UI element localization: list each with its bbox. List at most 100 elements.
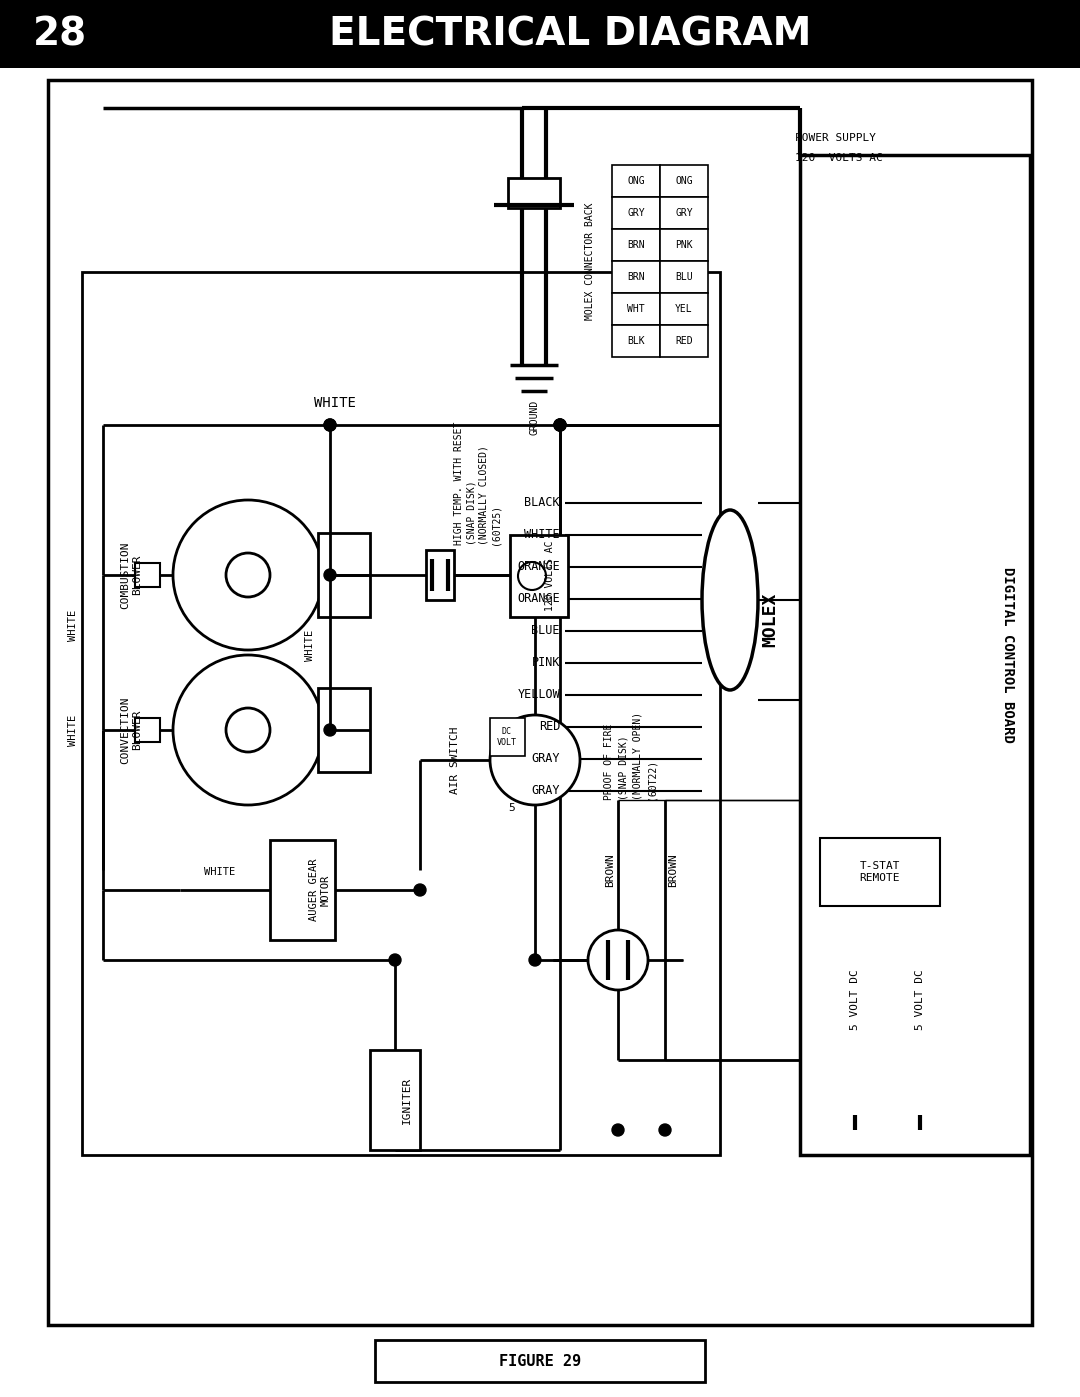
Text: BROWN: BROWN [605, 854, 615, 887]
Text: ORANGE: ORANGE [517, 560, 561, 574]
Text: BLUE: BLUE [531, 624, 561, 637]
Bar [508, 177, 561, 208]
Bar [510, 535, 568, 617]
Text: PROOF OF FIRE: PROOF OF FIRE [604, 724, 615, 800]
Circle shape [588, 930, 648, 990]
Bar [660, 261, 708, 293]
Text: 28: 28 [33, 15, 87, 53]
Text: (SNAP DISK): (SNAP DISK) [465, 481, 476, 545]
Text: WHT: WHT [627, 305, 645, 314]
Bar [660, 293, 708, 326]
Bar [612, 326, 660, 358]
Text: BRN: BRN [627, 272, 645, 282]
Text: WHITE: WHITE [305, 630, 315, 661]
Bar [318, 687, 370, 773]
Circle shape [414, 884, 426, 895]
Text: YEL: YEL [675, 305, 692, 314]
Text: GRAY: GRAY [531, 785, 561, 798]
Text: RED: RED [539, 721, 561, 733]
Text: POWER SUPPLY: POWER SUPPLY [795, 133, 876, 142]
Bar [820, 838, 940, 907]
Text: BROWN: BROWN [669, 854, 678, 887]
Text: WHITE: WHITE [525, 528, 561, 542]
Circle shape [554, 419, 566, 432]
Bar [612, 261, 660, 293]
Text: AIR SWITCH: AIR SWITCH [450, 726, 460, 793]
Bar [318, 534, 370, 617]
Text: 5 VOLT DC: 5 VOLT DC [850, 970, 860, 1031]
Circle shape [324, 419, 336, 432]
Text: BLU: BLU [675, 272, 692, 282]
Text: GRAY: GRAY [531, 753, 561, 766]
Circle shape [529, 954, 541, 965]
Text: ONG: ONG [627, 176, 645, 186]
Text: ONG: ONG [675, 176, 692, 186]
Text: GRY: GRY [627, 208, 645, 218]
Text: WHITE: WHITE [204, 868, 235, 877]
Bar [48, 80, 1032, 1324]
Text: HIGH TEMP. WITH RESET: HIGH TEMP. WITH RESET [454, 422, 464, 545]
Bar [135, 563, 160, 587]
Text: GROUND: GROUND [529, 400, 539, 436]
Circle shape [324, 419, 336, 432]
Bar [612, 165, 660, 197]
Text: PINK: PINK [531, 657, 561, 669]
Text: BLACK: BLACK [525, 496, 561, 510]
Text: (NORMALLY CLOSED): (NORMALLY CLOSED) [478, 446, 488, 545]
Text: COMBUSTION
BLOWER: COMBUSTION BLOWER [120, 541, 141, 609]
Bar [370, 1051, 420, 1150]
Circle shape [554, 419, 566, 432]
Bar [0, 0, 1080, 68]
Bar [82, 272, 720, 1155]
Ellipse shape [702, 510, 758, 690]
Text: GRY: GRY [675, 208, 692, 218]
Circle shape [389, 954, 401, 965]
Text: IGNITER: IGNITER [402, 1076, 411, 1123]
Circle shape [659, 1125, 671, 1136]
Text: (60T25): (60T25) [490, 504, 500, 545]
Text: MOLEX CONNECTOR BACK: MOLEX CONNECTOR BACK [585, 203, 595, 320]
Circle shape [173, 500, 323, 650]
Bar [490, 718, 525, 756]
Bar [270, 840, 335, 940]
Text: WHITE: WHITE [68, 609, 78, 641]
Bar [660, 229, 708, 261]
Text: DC
VOLT: DC VOLT [497, 728, 517, 747]
Text: AUGER GEAR
MOTOR: AUGER GEAR MOTOR [309, 859, 330, 921]
Text: WHITE: WHITE [314, 395, 356, 409]
Circle shape [226, 553, 270, 597]
Text: FIGURE 29: FIGURE 29 [499, 1354, 581, 1369]
Bar [660, 197, 708, 229]
Text: (SNAP DISK): (SNAP DISK) [618, 735, 627, 800]
Text: YELLOW: YELLOW [517, 689, 561, 701]
Text: WHITE: WHITE [68, 714, 78, 746]
Circle shape [324, 569, 336, 581]
Bar [426, 550, 454, 599]
Text: CONVECTION
BLOWER: CONVECTION BLOWER [120, 696, 141, 764]
Circle shape [173, 655, 323, 805]
Text: PNK: PNK [675, 240, 692, 250]
Text: ORANGE: ORANGE [517, 592, 561, 605]
Text: 120  VOLTS AC: 120 VOLTS AC [795, 154, 882, 163]
Circle shape [612, 1125, 624, 1136]
Circle shape [554, 419, 566, 432]
Bar [660, 326, 708, 358]
Bar [135, 718, 160, 742]
Text: T-STAT
REMOTE: T-STAT REMOTE [860, 861, 901, 883]
Text: 5: 5 [509, 803, 515, 813]
Bar [612, 229, 660, 261]
Text: 120 VOLTS AC: 120 VOLTS AC [545, 541, 555, 612]
Circle shape [324, 724, 336, 736]
Text: (60T22): (60T22) [646, 759, 656, 800]
Bar [375, 1340, 705, 1382]
Text: BRN: BRN [627, 240, 645, 250]
Text: RED: RED [675, 337, 692, 346]
Bar [612, 197, 660, 229]
Bar [800, 155, 1030, 1155]
Text: BLK: BLK [627, 337, 645, 346]
Text: ELECTRICAL DIAGRAM: ELECTRICAL DIAGRAM [328, 15, 811, 53]
Text: (NORMALLY OPEN): (NORMALLY OPEN) [632, 712, 642, 800]
Circle shape [490, 715, 580, 805]
Circle shape [226, 708, 270, 752]
Bar [660, 165, 708, 197]
